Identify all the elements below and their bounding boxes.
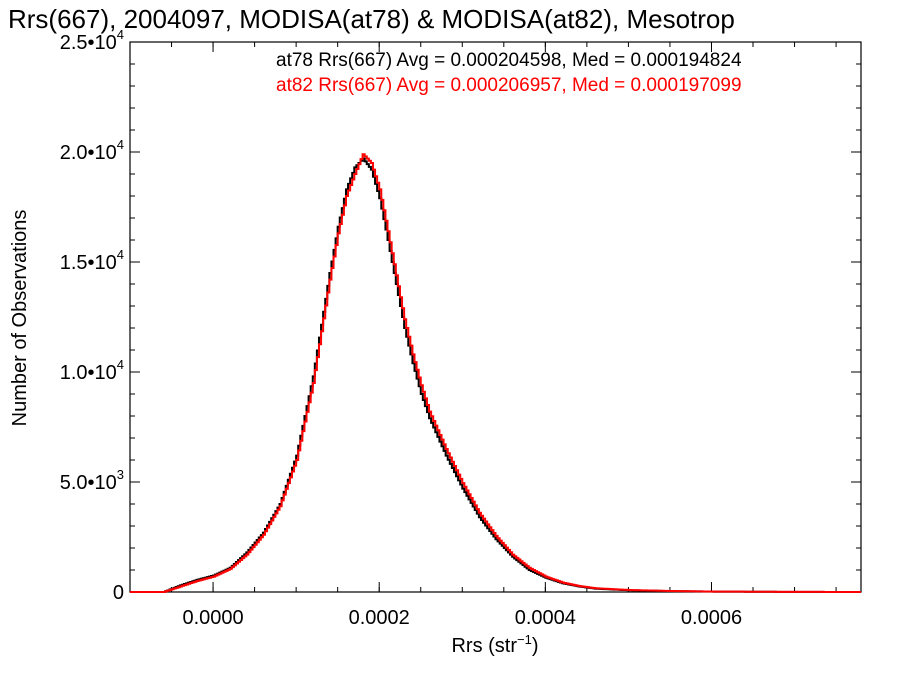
- y-tick-label-mantissa: 1.0•10: [60, 362, 117, 384]
- y-tick-label: 1.0•104: [60, 357, 124, 384]
- tick-labels: 0.0000 0.0002 0.0004 0.000605.0•1031.0•1041…: [60, 27, 742, 629]
- x-tick-label: 0.0000: [182, 607, 243, 629]
- y-tick-label-mantissa: 1.5•10: [60, 252, 117, 274]
- legend-entry-at82: at82 Rrs(667) Avg = 0.000206957, Med = 0…: [276, 75, 742, 96]
- y-tick-label-exponent: 3: [117, 467, 124, 482]
- x-tick-label: 0.0002: [349, 607, 410, 629]
- plot-border: [129, 41, 862, 593]
- chart-title: Rrs(667), 2004097, MODISA(at78) & MODISA…: [8, 4, 735, 34]
- series-layer: [130, 153, 861, 593]
- y-tick-label-exponent: 4: [117, 137, 124, 152]
- y-tick-label-exponent: 4: [117, 357, 124, 372]
- y-tick-label-exponent: 4: [117, 247, 124, 262]
- y-tick-label-mantissa: 2.5•10: [60, 32, 117, 54]
- x-tick-label: 0.0006: [681, 607, 742, 629]
- x-axis-label: Rrs (str−1): [451, 632, 538, 657]
- series-line-at78: [130, 157, 861, 593]
- y-tick-label: 2.0•104: [60, 137, 124, 164]
- y-tick-label-mantissa: 5.0•10: [60, 472, 117, 494]
- plot-frame: [129, 41, 862, 593]
- y-axis-label: Number of Observations: [9, 210, 31, 427]
- y-tick-label: 1.5•104: [60, 247, 124, 274]
- x-axis-label-exponent: −1: [517, 632, 532, 647]
- legend-entry-at78: at78 Rrs(667) Avg = 0.000204598, Med = 0…: [276, 50, 742, 71]
- x-axis-label-close: ): [532, 635, 539, 657]
- y-tick-label-mantissa: 0: [113, 582, 124, 604]
- x-axis-label-main: Rrs (str: [451, 635, 517, 657]
- y-tick-label: 0: [113, 582, 124, 604]
- y-tick-label-mantissa: 2.0•10: [60, 142, 117, 164]
- y-tick-label-exponent: 4: [117, 27, 124, 42]
- y-tick-label: 2.5•104: [60, 27, 124, 54]
- legend: at78 Rrs(667) Avg = 0.000204598, Med = 0…: [276, 50, 742, 96]
- axis-ticks: [129, 41, 861, 593]
- x-tick-label: 0.0004: [515, 607, 576, 629]
- series-line-at82: [130, 153, 861, 593]
- y-tick-label: 5.0•103: [60, 467, 124, 494]
